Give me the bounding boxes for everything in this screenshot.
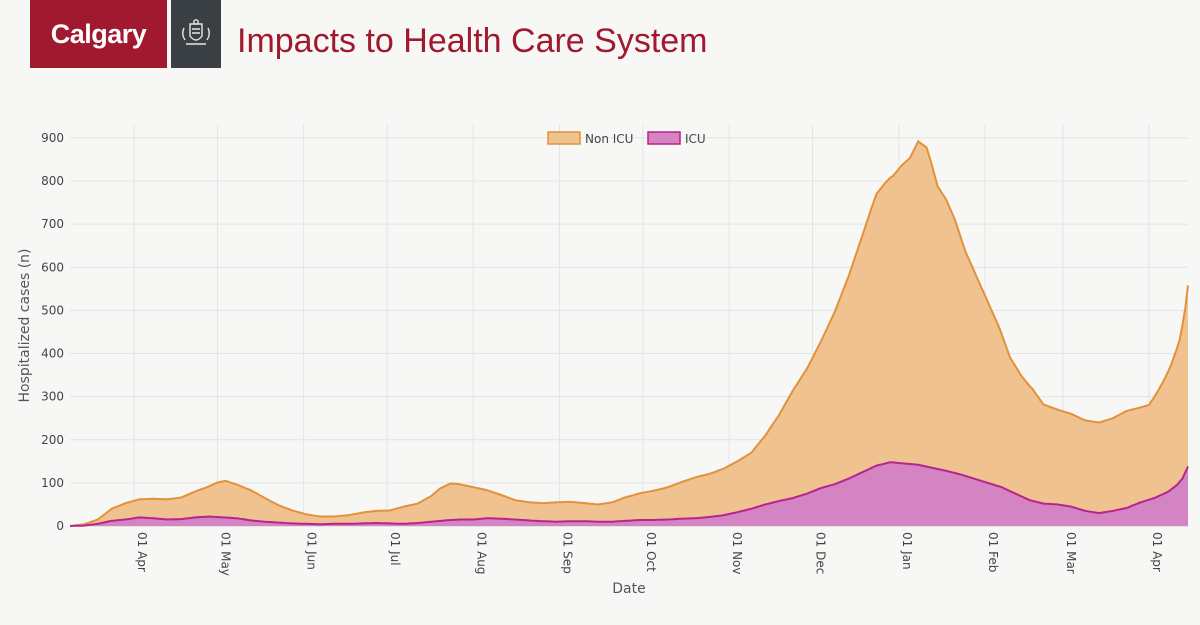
y-tick-label: 400: [41, 347, 64, 361]
y-tick-label: 800: [41, 174, 64, 188]
x-tick-label: 01 Aug: [474, 532, 488, 575]
x-tick-label: 01 Apr: [1150, 532, 1164, 572]
area-icu: [70, 462, 1188, 526]
line-non-icu: [69, 139, 1189, 527]
x-axis-title: Date: [612, 581, 645, 597]
area-non-icu: [70, 141, 1188, 526]
y-tick-label: 0: [56, 519, 64, 533]
chart-areas: [69, 139, 1189, 527]
city-crest-icon: [171, 0, 221, 68]
y-tick-label: 100: [41, 476, 64, 490]
x-tick-label: 01 Dec: [814, 532, 828, 574]
x-tick-label: 01 Jan: [900, 532, 914, 570]
legend-label-non-icu: Non ICU: [585, 132, 633, 146]
y-axis: 0 100 200 300 400 500 600 700 800 900: [41, 131, 64, 533]
legend: Non ICU ICU: [547, 131, 706, 146]
header: Calgary Impacts to Health Care System: [0, 0, 1200, 70]
legend-swatch-icu: [647, 131, 681, 145]
x-tick-label: 01 Jun: [305, 532, 319, 570]
y-tick-label: 900: [41, 131, 64, 145]
x-axis: 01 Apr 01 May 01 Jun 01 Jul 01 Aug 01 Sep 01 O…: [135, 532, 1164, 576]
x-tick-label: 01 Oct: [644, 532, 658, 572]
x-tick-label: 01 Apr: [135, 532, 149, 572]
legend-label-icu: ICU: [685, 132, 706, 146]
line-icu: [69, 461, 1189, 527]
x-tick-label: 01 Jul: [388, 532, 402, 566]
y-tick-label: 300: [41, 390, 64, 404]
x-tick-label: 01 May: [218, 532, 232, 576]
x-tick-label: 01 Sep: [560, 532, 574, 574]
y-axis-title: Hospitalized cases (n): [17, 248, 33, 402]
y-tick-label: 200: [41, 433, 64, 447]
legend-swatch-non-icu: [547, 131, 581, 145]
page-title: Impacts to Health Care System: [237, 22, 708, 60]
x-tick-label: 01 Mar: [1064, 532, 1078, 574]
y-tick-label: 500: [41, 303, 64, 317]
x-tick-label: 01 Feb: [986, 532, 1000, 572]
y-tick-label: 700: [41, 217, 64, 231]
x-tick-label: 01 Nov: [730, 532, 744, 575]
y-tick-label: 600: [41, 260, 64, 274]
calgary-logo: Calgary: [30, 0, 167, 68]
